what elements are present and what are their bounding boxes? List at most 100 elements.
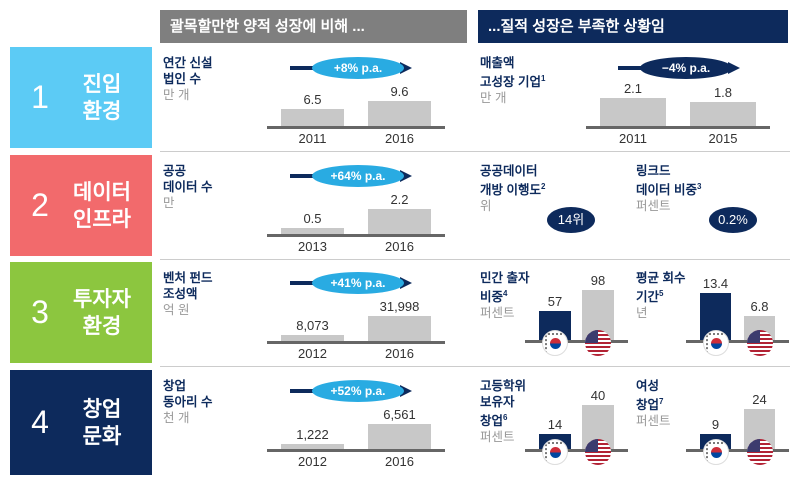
metric-label-line: 기간 xyxy=(636,290,660,305)
bar-value-label: 6.8 xyxy=(750,299,769,314)
year-label: 2016 xyxy=(385,239,414,254)
right-metric-label-a: 공공데이터 개방 이행도2 위 xyxy=(480,163,545,214)
bar-value-label: 8,073 xyxy=(296,318,329,333)
metric-label-line: 창업 xyxy=(636,398,660,413)
bar-value-label: 13.4 xyxy=(702,276,729,291)
growth-arrow-tail xyxy=(290,281,320,285)
bar-value-label: 1.8 xyxy=(713,85,733,100)
usa-flag-icon xyxy=(585,439,611,465)
chart-baseline xyxy=(267,449,445,452)
footnote-marker: 3 xyxy=(696,182,702,191)
left-metric-label: 벤처 펀드 조성액 억 원 xyxy=(163,270,212,318)
growth-arrow-tail xyxy=(290,174,320,178)
year-label: 2012 xyxy=(298,454,327,469)
growth-arrow-tail xyxy=(290,389,320,393)
metric-label-line: 벤처 펀드 xyxy=(163,271,213,285)
metric-label-line: 창업 xyxy=(480,414,504,429)
bar-value-label: 2.2 xyxy=(390,192,409,207)
metric-label-line: 고성장 기업 xyxy=(480,75,541,90)
footnote-marker: 6 xyxy=(503,413,508,422)
unit-label: 년 xyxy=(636,306,648,321)
metric-label-line: 민간 출자 xyxy=(480,271,530,285)
bar xyxy=(690,102,756,126)
metric-label-line: 링크드 xyxy=(636,164,671,178)
unit-label: 억 원 xyxy=(163,303,190,317)
korea-flag-icon xyxy=(702,439,729,465)
chart-baseline xyxy=(267,341,445,344)
bar-value-label: 9.6 xyxy=(390,84,409,99)
category-title-line: 환경 xyxy=(82,99,122,123)
category-title: 투자자 환경 xyxy=(62,286,142,340)
bar xyxy=(368,316,431,341)
korea-flag-icon xyxy=(542,330,568,356)
usa-flag-icon xyxy=(746,439,773,465)
chart-baseline xyxy=(525,449,628,452)
bar xyxy=(368,101,431,126)
chart-baseline xyxy=(586,126,770,129)
category-number: 1 xyxy=(31,79,49,115)
category-number: 2 xyxy=(31,187,49,223)
category-number: 4 xyxy=(31,404,49,440)
metric-label-line: 공공 xyxy=(163,164,187,178)
year-label: 2012 xyxy=(298,346,327,361)
bar-value-label: 14 xyxy=(547,417,563,432)
bar-value-label: 57 xyxy=(547,294,563,309)
chart-baseline xyxy=(267,126,445,129)
right-metric-label: 매출액 고성장 기업1 만 개 xyxy=(480,55,545,106)
metric-label-line: 평균 회수 xyxy=(636,271,686,285)
unit-label: 퍼센트 xyxy=(636,414,671,429)
growth-rate-badge: +41% p.a. xyxy=(312,272,404,294)
bar-value-label: 31,998 xyxy=(379,299,420,314)
chart-baseline xyxy=(686,340,789,343)
year-label: 2015 xyxy=(708,131,738,146)
category-title-line: 문화 xyxy=(82,424,122,448)
korea-flag-icon xyxy=(702,330,729,356)
bar xyxy=(281,335,344,341)
year-label: 2011 xyxy=(619,131,647,146)
bar-value-label: 24 xyxy=(752,392,767,407)
metric-label-line: 비중 xyxy=(480,290,504,305)
metric-label-line: 창업 xyxy=(163,379,187,393)
usa-flag-icon xyxy=(585,330,611,356)
unit-label: 퍼센트 xyxy=(480,430,515,445)
year-label: 2016 xyxy=(385,454,414,469)
bar xyxy=(600,98,666,126)
unit-label: 퍼센트 xyxy=(480,306,515,321)
row-divider xyxy=(160,366,790,367)
growth-arrow-tail xyxy=(618,66,648,70)
unit-label: 위 xyxy=(480,199,492,214)
row-divider xyxy=(160,259,790,260)
metric-label-line: 연간 신설 xyxy=(163,56,213,70)
growth-rate-badge: +8% p.a. xyxy=(312,57,404,79)
right-metric-label-a: 고등학위 보유자 창업6 퍼센트 xyxy=(480,378,526,445)
category-title-line: 진입 xyxy=(82,72,122,96)
unit-label: 천 개 xyxy=(163,411,190,425)
footnote-marker: 5 xyxy=(659,289,664,298)
unit-label: 만 xyxy=(163,196,175,210)
category-number: 3 xyxy=(31,294,49,330)
year-label: 2011 xyxy=(298,131,327,146)
growth-rate-badge: +64% p.a. xyxy=(312,165,404,187)
growth-rate-badge: +52% p.a. xyxy=(312,380,404,402)
metric-label-line: 여성 xyxy=(636,379,660,393)
unit-label: 만 개 xyxy=(163,88,190,102)
rank-badge: 14위 xyxy=(547,207,595,233)
category-block-2: 2 데이터 인프라 xyxy=(10,155,152,256)
bar xyxy=(281,444,344,449)
metric-label-line: 매출액 xyxy=(480,56,515,70)
bar-value-label: 6,561 xyxy=(383,407,416,422)
metric-label-line: 데이터 비중 xyxy=(636,183,697,198)
bar xyxy=(281,228,344,234)
korea-flag-icon xyxy=(542,439,568,465)
year-label: 2016 xyxy=(385,131,414,146)
unit-label: 퍼센트 xyxy=(636,199,671,214)
footnote-marker: 2 xyxy=(540,182,546,191)
category-title: 데이터 인프라 xyxy=(62,179,142,233)
footnote-marker: 4 xyxy=(503,289,508,298)
year-label: 2013 xyxy=(298,239,327,254)
